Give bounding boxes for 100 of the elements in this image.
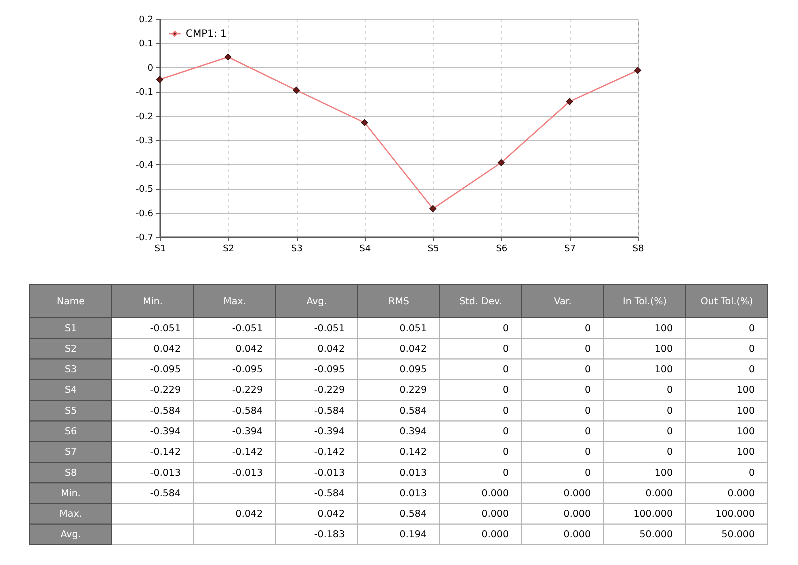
data-label: 0.042: [400, 344, 427, 355]
data-label: -0.584: [232, 406, 263, 417]
x-tick-label: Std. Dev.: [460, 296, 502, 308]
data-label: -0.051: [150, 323, 181, 334]
data-label: 100: [736, 406, 755, 417]
data-label: -0.394: [150, 426, 181, 438]
y-tick-label: -0.6: [136, 209, 154, 220]
data-label: -0.584: [314, 406, 345, 417]
data-label: 0.042: [318, 509, 345, 520]
data-label: -0.095: [314, 364, 345, 376]
data-label: 0: [502, 447, 509, 458]
x-tick-label: S5: [428, 244, 440, 254]
data-label: 0.042: [236, 509, 263, 520]
data-label: 0: [584, 426, 591, 438]
data-label: 0.000: [728, 488, 755, 500]
data-label: 0.042: [236, 344, 263, 355]
data-label: -0.095: [232, 364, 263, 376]
data-label: 0.000: [646, 488, 673, 500]
data-label: 100: [736, 385, 755, 396]
data-label: 100: [654, 364, 673, 376]
data-label: 0.000: [564, 509, 591, 520]
data-label: -0.229: [232, 385, 263, 396]
data-label: 0.051: [400, 323, 427, 334]
data-label: -0.013: [232, 468, 263, 479]
data-label: -0.584: [150, 406, 181, 417]
data-label: 0.013: [400, 488, 427, 500]
data-label: 0.000: [482, 530, 509, 541]
x-tick-label: S3: [291, 244, 303, 254]
y-tick-label: -0.2: [136, 112, 154, 122]
data-label: 0.142: [400, 447, 427, 458]
data-label: -0.183: [314, 530, 345, 541]
data-label: -0.584: [314, 488, 345, 500]
data-label: 0: [502, 364, 509, 376]
data-label: 0: [666, 385, 673, 396]
data-label: -0.229: [314, 385, 345, 396]
data-label: 0.000: [564, 530, 591, 541]
data-label: -0.051: [232, 323, 263, 334]
y-tick-label: 0: [148, 64, 154, 74]
data-label: 0.000: [564, 488, 591, 500]
data-label: 0.584: [400, 406, 427, 417]
data-label: 0: [748, 323, 755, 334]
data-label: -0.142: [314, 447, 345, 458]
data-label: -0.584: [150, 488, 181, 500]
data-label: 0: [584, 406, 591, 417]
data-label: 0: [584, 344, 591, 355]
data-label: -0.013: [314, 468, 345, 479]
data-label: 0: [584, 447, 591, 458]
data-label: -0.013: [150, 468, 181, 479]
data-label: -0.394: [314, 426, 345, 438]
x-tick-label: RMS: [388, 296, 410, 308]
data-label: -0.394: [232, 426, 263, 438]
data-label: 0: [584, 385, 591, 396]
x-tick-label: S1: [154, 244, 166, 254]
y-tick-label: Avg.: [60, 530, 82, 541]
data-label: 100: [736, 447, 755, 458]
data-label: -0.095: [150, 364, 181, 376]
x-tick-label: Var.: [554, 296, 572, 308]
data-label: 0: [502, 323, 509, 334]
y-tick-label: -0.4: [136, 160, 154, 171]
data-label: 0: [666, 426, 673, 438]
y-tick-label: 0.1: [139, 40, 154, 50]
data-label: 0: [748, 364, 755, 376]
y-tick-label: S3: [64, 364, 78, 376]
y-tick-label: S8: [64, 468, 78, 479]
y-tick-label: S4: [64, 385, 78, 396]
data-label: -0.229: [150, 385, 181, 396]
data-label: -0.051: [314, 323, 345, 334]
y-tick-label: S2: [64, 344, 78, 355]
y-tick-label: S6: [64, 426, 78, 438]
data-label: 0: [584, 468, 591, 479]
data-label: 0: [502, 468, 509, 479]
x-tick-label: S2: [223, 244, 235, 254]
data-label: 0: [748, 468, 755, 479]
data-label: 100: [736, 426, 755, 438]
x-tick-label: In Tol.(%): [623, 296, 667, 308]
y-tick-label: -0.1: [136, 88, 154, 98]
data-label: 0.229: [400, 385, 427, 396]
x-tick-label: S7: [564, 244, 576, 254]
y-tick-label: Min.: [61, 488, 81, 500]
data-label: 100.000: [716, 509, 755, 520]
y-axis-title: Name: [56, 296, 86, 308]
data-label: 0: [748, 344, 755, 355]
data-label: 0: [502, 406, 509, 417]
x-tick-label: S4: [360, 244, 372, 254]
x-tick-label: Avg.: [306, 296, 328, 308]
data-label: 0.194: [400, 530, 427, 541]
data-label: 0.095: [400, 364, 427, 376]
y-tick-label: S1: [64, 323, 78, 334]
data-label: 100: [654, 468, 673, 479]
data-label: 100: [654, 344, 673, 355]
x-tick-label: S8: [632, 244, 644, 254]
data-label: 0.042: [318, 344, 345, 355]
data-label: 0: [584, 323, 591, 334]
data-label: 100: [654, 323, 673, 334]
x-tick-label: S6: [496, 244, 508, 254]
legend-label: CMP1: 1: [186, 29, 227, 40]
x-tick-label: Out Tol.(%): [700, 296, 754, 308]
data-label: 50.000: [640, 530, 673, 541]
y-tick-label: -0.3: [136, 136, 154, 147]
data-label: 0.042: [154, 344, 181, 355]
